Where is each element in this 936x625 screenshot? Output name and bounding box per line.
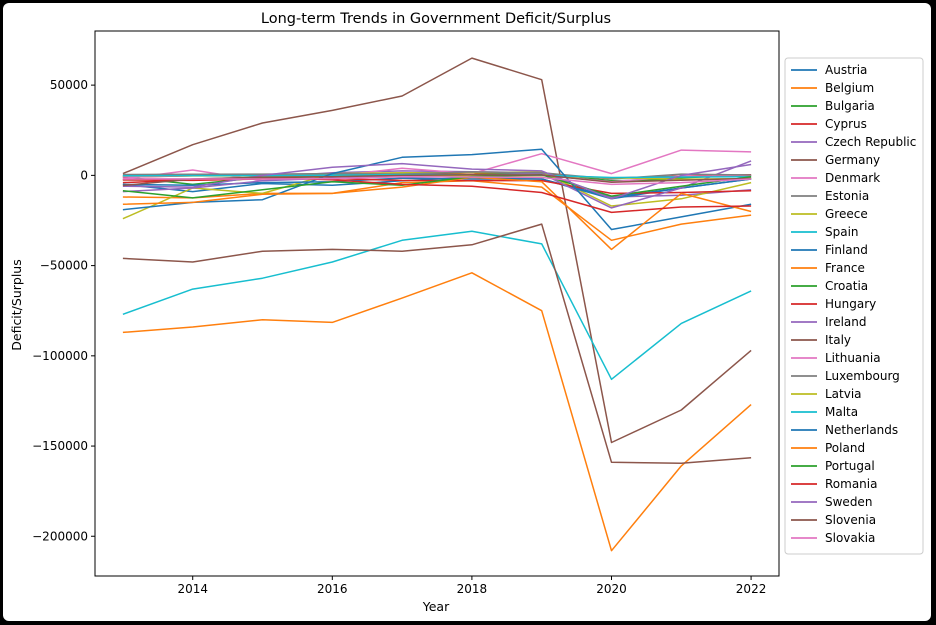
legend: Austria Belgium Bulgaria Cyprus Czech Republ…: [784, 57, 924, 555]
legend-item-slovenia: Slovenia: [791, 513, 876, 527]
legend-label: Poland: [825, 441, 865, 455]
legend-item-malta: Malta: [791, 405, 858, 419]
legend-label: Slovakia: [825, 531, 875, 545]
x-tick-label: 2014: [177, 582, 208, 596]
series-line-france: [122, 272, 752, 552]
legend-label: Austria: [825, 63, 867, 77]
x-tick-label: 2018: [457, 582, 488, 596]
legend-label: Finland: [825, 243, 868, 257]
legend-item-ireland: Ireland: [791, 315, 867, 329]
legend-item-finland: Finland: [791, 243, 868, 257]
legend-item-lithuania: Lithuania: [791, 351, 881, 365]
y-tick-label: −200000: [32, 529, 88, 543]
series-layer: [122, 57, 752, 552]
x-tick-label: 2020: [596, 582, 627, 596]
legend-item-spain: Spain: [791, 225, 859, 239]
legend-item-greece: Greece: [791, 207, 868, 221]
legend-label: Slovenia: [825, 513, 876, 527]
chart-title: Long-term Trends in Government Deficit/S…: [261, 11, 611, 27]
legend-label: Ireland: [825, 315, 867, 329]
legend-item-belgium: Belgium: [791, 81, 874, 95]
legend-label: Bulgaria: [825, 99, 875, 113]
legend-label: Estonia: [825, 189, 869, 203]
legend-item-croatia: Croatia: [791, 279, 868, 293]
legend-label: Czech Republic: [825, 135, 916, 149]
legend-items: Austria Belgium Bulgaria Cyprus Czech Republ…: [791, 63, 916, 545]
series-line-slovakia: [122, 176, 752, 186]
series-line-germany: [122, 57, 752, 444]
series-line-sweden: [122, 162, 752, 200]
y-tick-label: −150000: [32, 439, 88, 453]
y-axis: 50000 0 −50000 −100000 −150000 −200000: [32, 78, 95, 543]
legend-item-estonia: Estonia: [791, 189, 869, 203]
series-line-spain: [122, 230, 752, 381]
legend-label: Germany: [825, 153, 880, 167]
legend-label: Hungary: [825, 297, 876, 311]
legend-label: Malta: [825, 405, 858, 419]
plot-border: [94, 30, 780, 577]
y-tick-label: −100000: [32, 349, 88, 363]
legend-item-bulgaria: Bulgaria: [791, 99, 875, 113]
legend-item-luxembourg: Luxembourg: [791, 369, 900, 383]
series-line-italy: [122, 223, 752, 464]
legend-label: Romania: [825, 477, 877, 491]
legend-item-sweden: Sweden: [791, 495, 872, 509]
y-tick-label: 50000: [50, 78, 88, 92]
legend-item-hungary: Hungary: [791, 297, 876, 311]
legend-label: Lithuania: [825, 351, 881, 365]
legend-label: Portugal: [825, 459, 875, 473]
y-tick-label: 0: [80, 168, 88, 182]
legend-label: Latvia: [825, 387, 862, 401]
legend-label: Cyprus: [825, 117, 867, 131]
x-tick-label: 2022: [736, 582, 767, 596]
plot-area: [94, 30, 780, 577]
legend-label: Greece: [825, 207, 868, 221]
series-line-slovenia: [122, 174, 752, 187]
legend-label: Belgium: [825, 81, 874, 95]
chart-frame: Long-term Trends in Government Deficit/S…: [3, 3, 931, 621]
legend-item-austria: Austria: [791, 63, 867, 77]
series-line-portugal: [122, 174, 752, 199]
legend-label: Netherlands: [825, 423, 898, 437]
legend-item-denmark: Denmark: [791, 171, 880, 185]
x-tick-label: 2016: [317, 582, 348, 596]
legend-label: Italy: [825, 333, 851, 347]
legend-item-portugal: Portugal: [791, 459, 875, 473]
x-axis: 2014 2016 2018 2020 2022: [177, 576, 766, 596]
legend-item-cyprus: Cyprus: [791, 117, 867, 131]
legend-item-italy: Italy: [791, 333, 851, 347]
y-tick-label: −50000: [40, 259, 88, 273]
legend-label: Sweden: [825, 495, 872, 509]
legend-label: Denmark: [825, 171, 880, 185]
legend-item-romania: Romania: [791, 477, 877, 491]
legend-label: Spain: [825, 225, 859, 239]
series-line-poland: [122, 176, 752, 251]
series-line-netherlands: [122, 148, 752, 231]
legend-item-netherlands: Netherlands: [791, 423, 898, 437]
legend-item-poland: Poland: [791, 441, 865, 455]
legend-item-czech-republic: Czech Republic: [791, 135, 916, 149]
legend-label: Luxembourg: [825, 369, 900, 383]
legend-item-latvia: Latvia: [791, 387, 862, 401]
legend-item-germany: Germany: [791, 153, 880, 167]
y-axis-title: Deficit/Surplus: [9, 259, 24, 351]
legend-box: [784, 57, 924, 555]
legend-label: Croatia: [825, 279, 868, 293]
line-chart: Long-term Trends in Government Deficit/S…: [9, 11, 924, 614]
legend-item-slovakia: Slovakia: [791, 531, 875, 545]
x-axis-title: Year: [422, 599, 450, 614]
legend-label: France: [825, 261, 865, 275]
legend-item-france: France: [791, 261, 865, 275]
